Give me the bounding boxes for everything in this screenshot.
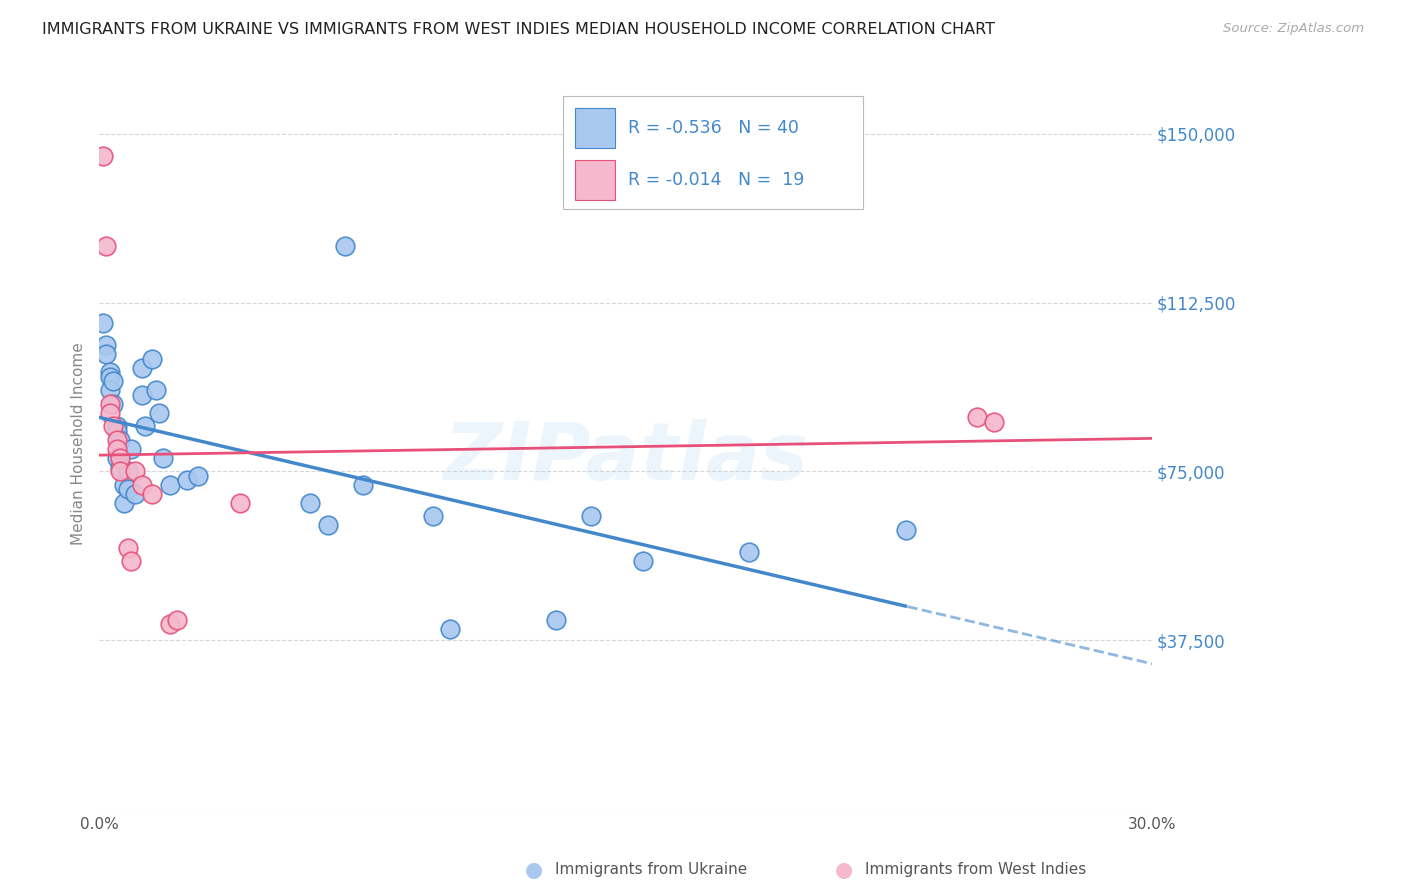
Text: ZIPatlas: ZIPatlas <box>443 419 808 497</box>
Point <box>148 406 170 420</box>
Point <box>98 397 121 411</box>
Point <box>105 442 128 456</box>
Point <box>110 450 132 465</box>
FancyBboxPatch shape <box>575 108 616 148</box>
Point <box>98 384 121 398</box>
Point <box>176 474 198 488</box>
Point <box>316 518 339 533</box>
Point <box>737 545 759 559</box>
Point <box>103 419 125 434</box>
Point <box>105 424 128 438</box>
Point <box>98 365 121 379</box>
Point <box>134 419 156 434</box>
Point <box>187 469 209 483</box>
Text: ●: ● <box>835 860 852 880</box>
Point <box>98 406 121 420</box>
Point <box>103 397 125 411</box>
Point <box>103 375 125 389</box>
Text: Immigrants from West Indies: Immigrants from West Indies <box>865 863 1085 877</box>
Point <box>966 410 988 425</box>
FancyBboxPatch shape <box>562 95 863 209</box>
Point <box>544 613 567 627</box>
Point <box>112 496 135 510</box>
Text: R = -0.536   N = 40: R = -0.536 N = 40 <box>628 119 799 137</box>
Point <box>633 554 655 568</box>
Text: ●: ● <box>526 860 543 880</box>
Point <box>166 613 188 627</box>
Point <box>117 541 139 555</box>
Point <box>141 351 163 366</box>
Point <box>896 523 918 537</box>
Point <box>105 433 128 447</box>
Point <box>579 509 602 524</box>
Point <box>333 239 356 253</box>
Point <box>110 433 132 447</box>
Point <box>229 496 252 510</box>
Point <box>96 347 118 361</box>
Point <box>91 316 114 330</box>
FancyBboxPatch shape <box>575 160 616 201</box>
Point <box>112 478 135 492</box>
Point <box>105 419 128 434</box>
Point <box>96 338 118 352</box>
Y-axis label: Median Household Income: Median Household Income <box>72 342 86 545</box>
Point <box>98 369 121 384</box>
Point <box>152 450 174 465</box>
Point <box>159 478 181 492</box>
Point <box>298 496 321 510</box>
Point <box>145 384 167 398</box>
Point <box>159 617 181 632</box>
Point <box>131 388 153 402</box>
Point <box>105 450 128 465</box>
Point <box>117 464 139 478</box>
Point <box>124 464 146 478</box>
Point <box>131 478 153 492</box>
Point <box>96 239 118 253</box>
Text: Source: ZipAtlas.com: Source: ZipAtlas.com <box>1223 22 1364 36</box>
Point <box>422 509 444 524</box>
Point <box>983 415 1005 429</box>
Point <box>91 149 114 163</box>
Point <box>352 478 374 492</box>
Text: Immigrants from Ukraine: Immigrants from Ukraine <box>555 863 748 877</box>
Point <box>131 360 153 375</box>
Point <box>124 487 146 501</box>
Text: IMMIGRANTS FROM UKRAINE VS IMMIGRANTS FROM WEST INDIES MEDIAN HOUSEHOLD INCOME C: IMMIGRANTS FROM UKRAINE VS IMMIGRANTS FR… <box>42 22 995 37</box>
Point <box>141 487 163 501</box>
Point <box>117 483 139 497</box>
Point <box>120 442 142 456</box>
Point <box>439 622 461 636</box>
Point <box>110 464 132 478</box>
Point <box>120 554 142 568</box>
Point <box>110 459 132 474</box>
Text: R = -0.014   N =  19: R = -0.014 N = 19 <box>628 171 804 189</box>
